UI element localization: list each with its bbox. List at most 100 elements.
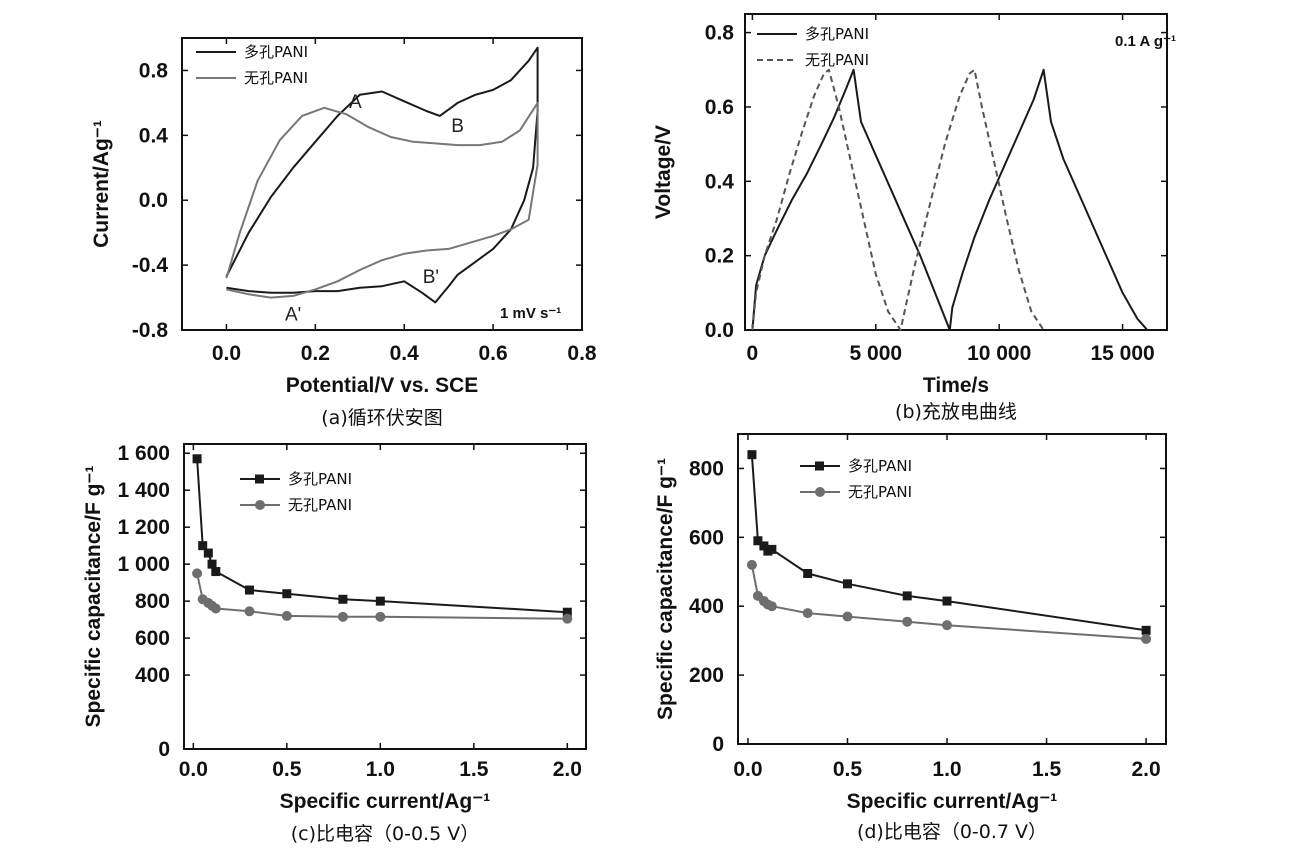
legend-label: 无孔PANI	[244, 69, 308, 87]
chart-b: 0 5 000 10 000 15 000 0.0 0.2 0.4 0.6 0.8 Time/s V…	[652, 13, 1176, 423]
y-tick-label: 0	[712, 733, 724, 756]
y-tick-label: 600	[135, 627, 170, 650]
data-point-square	[842, 579, 852, 589]
y-tick-label: -0.8	[132, 319, 169, 342]
y-axis-label: Specific capacitance/F g⁻¹	[654, 458, 677, 720]
rate-annotation: 0.1 A g⁻¹	[1115, 33, 1176, 50]
y-tick-label: 0.8	[705, 22, 735, 45]
series-line-1	[751, 68, 1149, 331]
data-point-circle	[1141, 633, 1152, 644]
y-tick-label: 800	[689, 457, 724, 480]
data-point-square	[203, 548, 213, 558]
x-tick-label: 2.0	[1131, 758, 1160, 781]
y-axis-label: Voltage/V	[652, 125, 675, 219]
legend-label: 无孔PANI	[848, 483, 912, 501]
x-tick-label: 1.5	[1032, 758, 1062, 781]
chart-c: 0.0 0.5 1.0 1.5 2.0 0 400 600 800 1 000 1 200 1 400…	[82, 442, 587, 845]
data-point-circle	[192, 568, 203, 579]
data-point-circle	[942, 620, 953, 631]
y-tick-label: 800	[135, 590, 170, 613]
legend-label: 多孔PANI	[848, 457, 912, 475]
data-point-circle	[562, 613, 573, 624]
x-axis-label: Time/s	[923, 374, 989, 397]
data-point-square	[244, 585, 254, 595]
y-tick-label: 400	[135, 664, 170, 687]
y-tick-label: 0.8	[139, 59, 169, 82]
y-tick-label: 0.6	[705, 96, 734, 119]
x-tick-label: 0.0	[212, 342, 241, 365]
x-tick-label: 5 000	[850, 342, 903, 365]
data-point-square	[767, 544, 777, 554]
y-axis-label: Current/Ag⁻¹	[90, 120, 113, 248]
data-point-circle	[281, 610, 292, 621]
plot-frame	[744, 13, 1168, 331]
data-point-square	[942, 596, 952, 606]
data-point-circle	[766, 601, 777, 612]
x-tick-label: 0	[747, 342, 759, 365]
legend-marker-circle	[255, 500, 265, 510]
legend-label: 多孔PANI	[805, 25, 869, 43]
y-axis-label: Specific capacitance/F g⁻¹	[82, 465, 105, 727]
data-point-square	[207, 559, 217, 569]
data-point-circle	[210, 603, 221, 614]
data-point-square	[192, 454, 202, 464]
plot-frame	[183, 443, 587, 750]
x-tick-label: 1.0	[932, 758, 961, 781]
data-point-circle	[842, 611, 853, 622]
data-point-square	[747, 450, 757, 460]
legend-label: 无孔PANI	[805, 51, 869, 69]
data-point-circle	[902, 616, 913, 627]
x-tick-label: 0.6	[479, 342, 508, 365]
data-point-square	[375, 596, 385, 606]
chart-caption: (a)循环伏安图	[321, 407, 442, 429]
plot-frame	[181, 37, 583, 331]
y-tick-label: 200	[689, 664, 724, 687]
y-tick-label: 0.4	[705, 170, 735, 193]
y-tick-label: -0.4	[132, 254, 169, 277]
legend-label: 多孔PANI	[288, 470, 352, 488]
plot-frame	[737, 433, 1167, 745]
y-tick-label: 1 000	[117, 553, 170, 576]
y-tick-label: 1 200	[117, 516, 170, 539]
data-point-square	[562, 607, 572, 617]
x-tick-label: 0.5	[833, 758, 863, 781]
x-tick-label: 0.0	[733, 758, 762, 781]
chart-caption: (b)充放电曲线	[895, 401, 1017, 423]
data-point-square	[803, 569, 813, 578]
peak-label: B'	[423, 267, 439, 288]
chart-caption: (c)比电容（0-0.5 V）	[291, 823, 479, 845]
data-point-square	[211, 567, 221, 577]
y-tick-label: 0.0	[139, 189, 168, 212]
x-tick-label: 2.0	[553, 758, 582, 781]
chart-d: 0.0 0.5 1.0 1.5 2.0 0 200 400 600 800 Specific cur…	[654, 433, 1167, 843]
x-tick-label: 15 000	[1090, 342, 1154, 365]
y-tick-label: 0.2	[705, 245, 734, 268]
y-tick-label: 1 600	[117, 442, 170, 465]
legend-marker-square	[815, 461, 824, 471]
series-line-2	[751, 68, 1045, 331]
x-tick-label: 0.8	[567, 342, 597, 365]
legend-label: 无孔PANI	[288, 496, 352, 514]
x-tick-label: 1.0	[366, 758, 395, 781]
y-tick-label: 1 400	[117, 479, 170, 502]
rate-annotation: 1 mV s⁻¹	[500, 305, 561, 322]
legend-marker-square	[255, 474, 264, 484]
data-point-square	[1141, 625, 1151, 635]
data-point-square	[902, 591, 912, 601]
data-point-circle	[244, 606, 255, 617]
x-tick-label: 0.4	[390, 342, 420, 365]
data-point-square	[282, 589, 292, 599]
data-point-square	[753, 536, 763, 546]
x-axis-label: Specific current/Ag⁻¹	[847, 790, 1058, 813]
data-point-square	[759, 541, 769, 551]
peak-label: A	[349, 92, 362, 113]
legend-label: 多孔PANI	[244, 43, 308, 61]
y-tick-label: 0.4	[139, 124, 169, 147]
y-tick-label: 600	[689, 526, 724, 549]
x-tick-label: 1.5	[459, 758, 489, 781]
series-line-2	[225, 101, 539, 299]
chart-caption: (d)比电容（0-0.7 V）	[857, 821, 1047, 843]
x-tick-label: 0.5	[272, 758, 302, 781]
y-tick-label: 400	[689, 595, 724, 618]
